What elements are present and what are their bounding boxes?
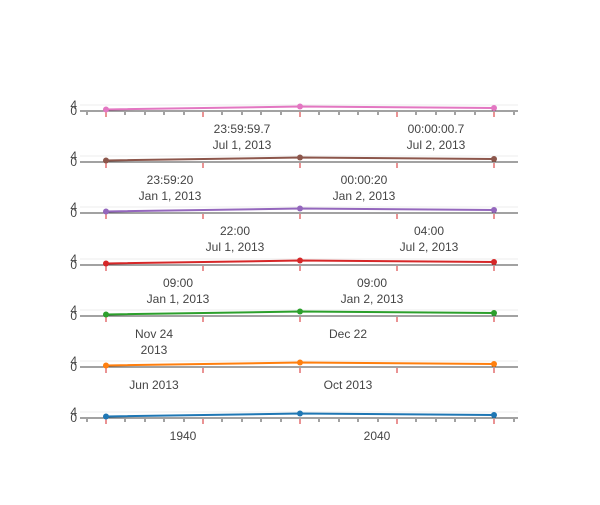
- data-point: [103, 157, 109, 164]
- data-point: [491, 259, 497, 265]
- y-tick-label: 0: [70, 411, 77, 425]
- data-point: [491, 207, 497, 213]
- x-tick-label: 23:59:20 Jan 1, 2013: [139, 173, 202, 203]
- x-tick-label: 04:00 Jul 2, 2013: [400, 224, 459, 254]
- x-tick-label: Jun 2013: [129, 378, 179, 392]
- data-point: [103, 208, 109, 215]
- data-point: [297, 205, 303, 212]
- data-point: [491, 310, 497, 316]
- x-tick-label: 00:00:20 Jan 2, 2013: [333, 173, 396, 203]
- x-tick-label: 09:00 Jan 1, 2013: [147, 276, 210, 306]
- y-tick-label: 4: [70, 200, 77, 214]
- data-point: [297, 308, 303, 315]
- subplot-7: 04 1940 2040: [70, 405, 518, 443]
- data-point: [103, 311, 109, 318]
- subplot-5: 04 Nov 24 2013 Dec 22: [70, 303, 518, 357]
- data-point: [103, 362, 109, 369]
- data-point: [103, 413, 109, 420]
- x-tick-label: 22:00 Jul 1, 2013: [206, 224, 265, 254]
- x-tick-label: 09:00 Jan 2, 2013: [341, 276, 404, 306]
- y-tick-label: 0: [70, 360, 77, 374]
- x-tick-label: 1940: [170, 429, 197, 443]
- data-point: [297, 410, 303, 417]
- y-tick-label: 0: [70, 155, 77, 169]
- x-tick-label: 00:00:00.7 Jul 2, 2013: [407, 122, 466, 152]
- data-point: [103, 260, 109, 267]
- data-point: [491, 361, 497, 367]
- y-tick-label: 4: [70, 303, 77, 317]
- data-point: [297, 103, 303, 110]
- x-tick-label: Oct 2013: [324, 378, 373, 392]
- y-tick-label: 0: [70, 206, 77, 220]
- y-tick-label: 0: [70, 258, 77, 272]
- y-tick-label: 0: [70, 104, 77, 118]
- data-point: [491, 156, 497, 162]
- y-tick-label: 4: [70, 252, 77, 266]
- data-point: [297, 257, 303, 264]
- y-tick-label: 4: [70, 98, 77, 112]
- data-point: [297, 359, 303, 366]
- data-point: [491, 105, 497, 111]
- data-point: [297, 154, 303, 161]
- subplot-3: 04 22:00 Jul 1, 2013 04:00 Jul 2, 2013: [70, 200, 518, 254]
- x-tick-label: Dec 22: [329, 327, 367, 341]
- y-tick-label: 4: [70, 405, 77, 419]
- subplot-4: 04 09:00 Jan 1, 2013 09:00 Jan 2, 2013: [70, 252, 518, 306]
- y-tick-label: 4: [70, 354, 77, 368]
- subplot-2: 04 23:59:20 Jan 1, 2013 00:00:20 Jan 2, 2013: [70, 149, 518, 203]
- y-tick-label: 4: [70, 149, 77, 163]
- x-tick-label: 23:59:59.7 Jul 1, 2013: [213, 122, 272, 152]
- subplot-1: 04 23:59:59.7 Jul 1, 2013 00:00:00.7 Jul 2, …: [70, 98, 518, 152]
- subplot-6: 04 Jun 2013 Oct 2013: [70, 354, 518, 392]
- data-point: [103, 106, 109, 113]
- data-point: [491, 412, 497, 418]
- x-tick-label: Nov 24 2013: [135, 327, 173, 357]
- x-tick-label: 2040: [364, 429, 391, 443]
- y-tick-label: 0: [70, 309, 77, 323]
